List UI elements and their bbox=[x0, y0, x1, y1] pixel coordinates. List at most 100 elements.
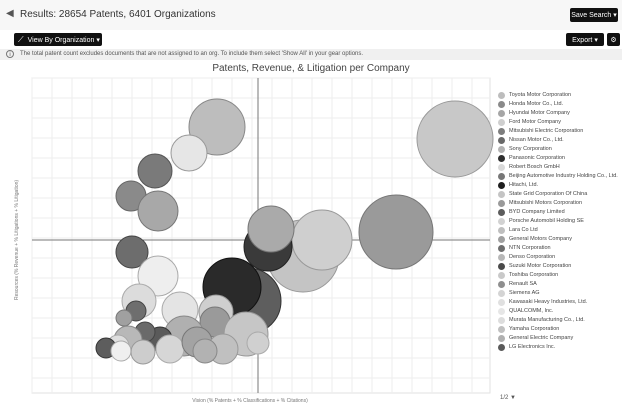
back-arrow-icon[interactable]: ◀ bbox=[6, 8, 14, 19]
bubble-grey-small-a[interactable] bbox=[155, 334, 185, 364]
legend-label: Murata Manufacturing Co., Ltd. bbox=[509, 317, 585, 323]
legend-swatch bbox=[498, 155, 505, 162]
bubble-grey-small-e[interactable] bbox=[246, 331, 270, 355]
legend-pager[interactable]: 1/2 ▼ bbox=[500, 395, 516, 401]
legend-item[interactable]: Denso Corporation bbox=[498, 254, 622, 261]
legend-item[interactable]: Mitsubishi Electric Corporation bbox=[498, 128, 622, 135]
legend-item[interactable]: Robert Bosch GmbH bbox=[498, 164, 622, 171]
legend-item[interactable]: Siemens AG bbox=[498, 290, 622, 297]
legend-swatch bbox=[498, 254, 505, 261]
legend-label: Denso Corporation bbox=[509, 254, 556, 260]
legend-item[interactable]: BYD Company Limited bbox=[498, 209, 622, 216]
export-button[interactable]: Export ▾ bbox=[566, 33, 604, 46]
bubble-mitsubishi-motors[interactable] bbox=[247, 205, 295, 253]
bubble-nissan[interactable] bbox=[137, 153, 173, 189]
legend-item[interactable]: Ford Motor Company bbox=[498, 119, 622, 126]
legend-item[interactable]: Honda Motor Co., Ltd. bbox=[498, 101, 622, 108]
legend-label: Honda Motor Co., Ltd. bbox=[509, 101, 564, 107]
chart-icon: ⟋ bbox=[18, 34, 24, 44]
legend-item[interactable]: General Electric Company bbox=[498, 335, 622, 342]
legend-swatch bbox=[498, 281, 505, 288]
x-axis-label: Vision (% Patents + % Classifications + … bbox=[192, 398, 308, 404]
legend-label: General Motors Company bbox=[509, 236, 572, 242]
info-icon: i bbox=[6, 50, 14, 58]
bubble-mitsubishi-small[interactable] bbox=[130, 339, 156, 365]
legend-swatch bbox=[498, 245, 505, 252]
notice-bar: i The total patent count excludes docume… bbox=[0, 49, 622, 60]
legend-swatch bbox=[498, 236, 505, 243]
view-by-label: View By Organization ▾ bbox=[27, 36, 100, 44]
legend-swatch bbox=[498, 101, 505, 108]
legend-item[interactable]: QUALCOMM, Inc. bbox=[498, 308, 622, 315]
legend-label: Robert Bosch GmbH bbox=[509, 164, 560, 170]
legend-item[interactable]: Beijing Automotive Industry Holding Co.,… bbox=[498, 173, 622, 180]
legend-swatch bbox=[498, 137, 505, 144]
legend-item[interactable]: LG Electronics Inc. bbox=[498, 344, 622, 351]
toolbar bbox=[0, 30, 622, 48]
legend-item[interactable]: Renault SA bbox=[498, 281, 622, 288]
bubble-ford[interactable] bbox=[291, 209, 353, 271]
legend-item[interactable]: Toyota Motor Corporation bbox=[498, 92, 622, 99]
legend-swatch bbox=[498, 173, 505, 180]
results-summary: Results: 28654 Patents, 6401 Organizatio… bbox=[20, 9, 216, 20]
legend-item[interactable]: Murata Manufacturing Co., Ltd. bbox=[498, 317, 622, 324]
legend-swatch bbox=[498, 317, 505, 324]
bubble-hyundai[interactable] bbox=[137, 190, 179, 232]
legend-item[interactable]: Nissan Motor Co., Ltd. bbox=[498, 137, 622, 144]
legend-label: Kawasaki Heavy Industries, Ltd. bbox=[509, 299, 588, 305]
legend-item[interactable]: Lara Co Ltd bbox=[498, 227, 622, 234]
legend-label: Lara Co Ltd bbox=[509, 227, 538, 233]
legend-label: Ford Motor Company bbox=[509, 119, 561, 125]
legend-swatch bbox=[498, 110, 505, 117]
legend-item[interactable]: Toshiba Corporation bbox=[498, 272, 622, 279]
bubble-grey-small-d[interactable] bbox=[192, 338, 218, 364]
legend-label: Mitsubishi Electric Corporation bbox=[509, 128, 584, 134]
view-by-organization-button[interactable]: ⟋ View By Organization ▾ bbox=[14, 33, 102, 46]
legend-item[interactable]: State Grid Corporation Of China bbox=[498, 191, 622, 198]
legend-item[interactable]: Sony Corporation bbox=[498, 146, 622, 153]
legend-label: Toyota Motor Corporation bbox=[509, 92, 572, 98]
legend-item[interactable]: Panasonic Corporation bbox=[498, 155, 622, 162]
bubble-beijing[interactable] bbox=[115, 235, 149, 269]
legend-item[interactable]: Hyundai Motor Company bbox=[498, 110, 622, 117]
legend-label: Beijing Automotive Industry Holding Co.,… bbox=[509, 173, 618, 179]
legend-swatch bbox=[498, 182, 505, 189]
legend-label: Siemens AG bbox=[509, 290, 540, 296]
notice-text: The total patent count excludes document… bbox=[20, 51, 364, 57]
chart-legend: Toyota Motor Corporation Honda Motor Co.,… bbox=[498, 92, 622, 353]
legend-swatch bbox=[498, 128, 505, 135]
save-search-button[interactable]: Save Search ▾ bbox=[570, 8, 618, 22]
bubble-robert-bosch[interactable] bbox=[170, 134, 208, 172]
legend-label: NTN Corporation bbox=[509, 245, 551, 251]
legend-swatch bbox=[498, 335, 505, 342]
legend-item[interactable]: NTN Corporation bbox=[498, 245, 622, 252]
legend-label: Sony Corporation bbox=[509, 146, 552, 152]
legend-item[interactable]: Suzuki Motor Corporation bbox=[498, 263, 622, 270]
legend-label: Porsche Automobil Holding SE bbox=[509, 218, 584, 224]
legend-label: BYD Company Limited bbox=[509, 209, 565, 215]
bubble-honda[interactable] bbox=[358, 194, 434, 270]
legend-label: Mitsubishi Motors Corporation bbox=[509, 200, 583, 206]
bubble-qualcomm[interactable] bbox=[110, 340, 132, 362]
chart-title: Patents, Revenue, & Litigation per Compa… bbox=[212, 63, 410, 74]
legend-swatch bbox=[498, 218, 505, 225]
legend-swatch bbox=[498, 227, 505, 234]
legend-swatch bbox=[498, 119, 505, 126]
bubble-general-motors[interactable] bbox=[115, 309, 133, 327]
legend-swatch bbox=[498, 164, 505, 171]
legend-label: Nissan Motor Co., Ltd. bbox=[509, 137, 564, 143]
legend-item[interactable]: General Motors Company bbox=[498, 236, 622, 243]
legend-item[interactable]: Mitsubishi Motors Corporation bbox=[498, 200, 622, 207]
legend-swatch bbox=[498, 191, 505, 198]
bubble-toyota[interactable] bbox=[416, 100, 494, 178]
gear-icon[interactable]: ⚙ bbox=[607, 33, 620, 46]
legend-label: Toshiba Corporation bbox=[509, 272, 559, 278]
legend-swatch bbox=[498, 272, 505, 279]
legend-item[interactable]: Yamaha Corporation bbox=[498, 326, 622, 333]
legend-item[interactable]: Hitachi, Ltd. bbox=[498, 182, 622, 189]
legend-swatch bbox=[498, 344, 505, 351]
legend-item[interactable]: Kawasaki Heavy Industries, Ltd. bbox=[498, 299, 622, 306]
legend-item[interactable]: Porsche Automobil Holding SE bbox=[498, 218, 622, 225]
legend-label: Yamaha Corporation bbox=[509, 326, 560, 332]
